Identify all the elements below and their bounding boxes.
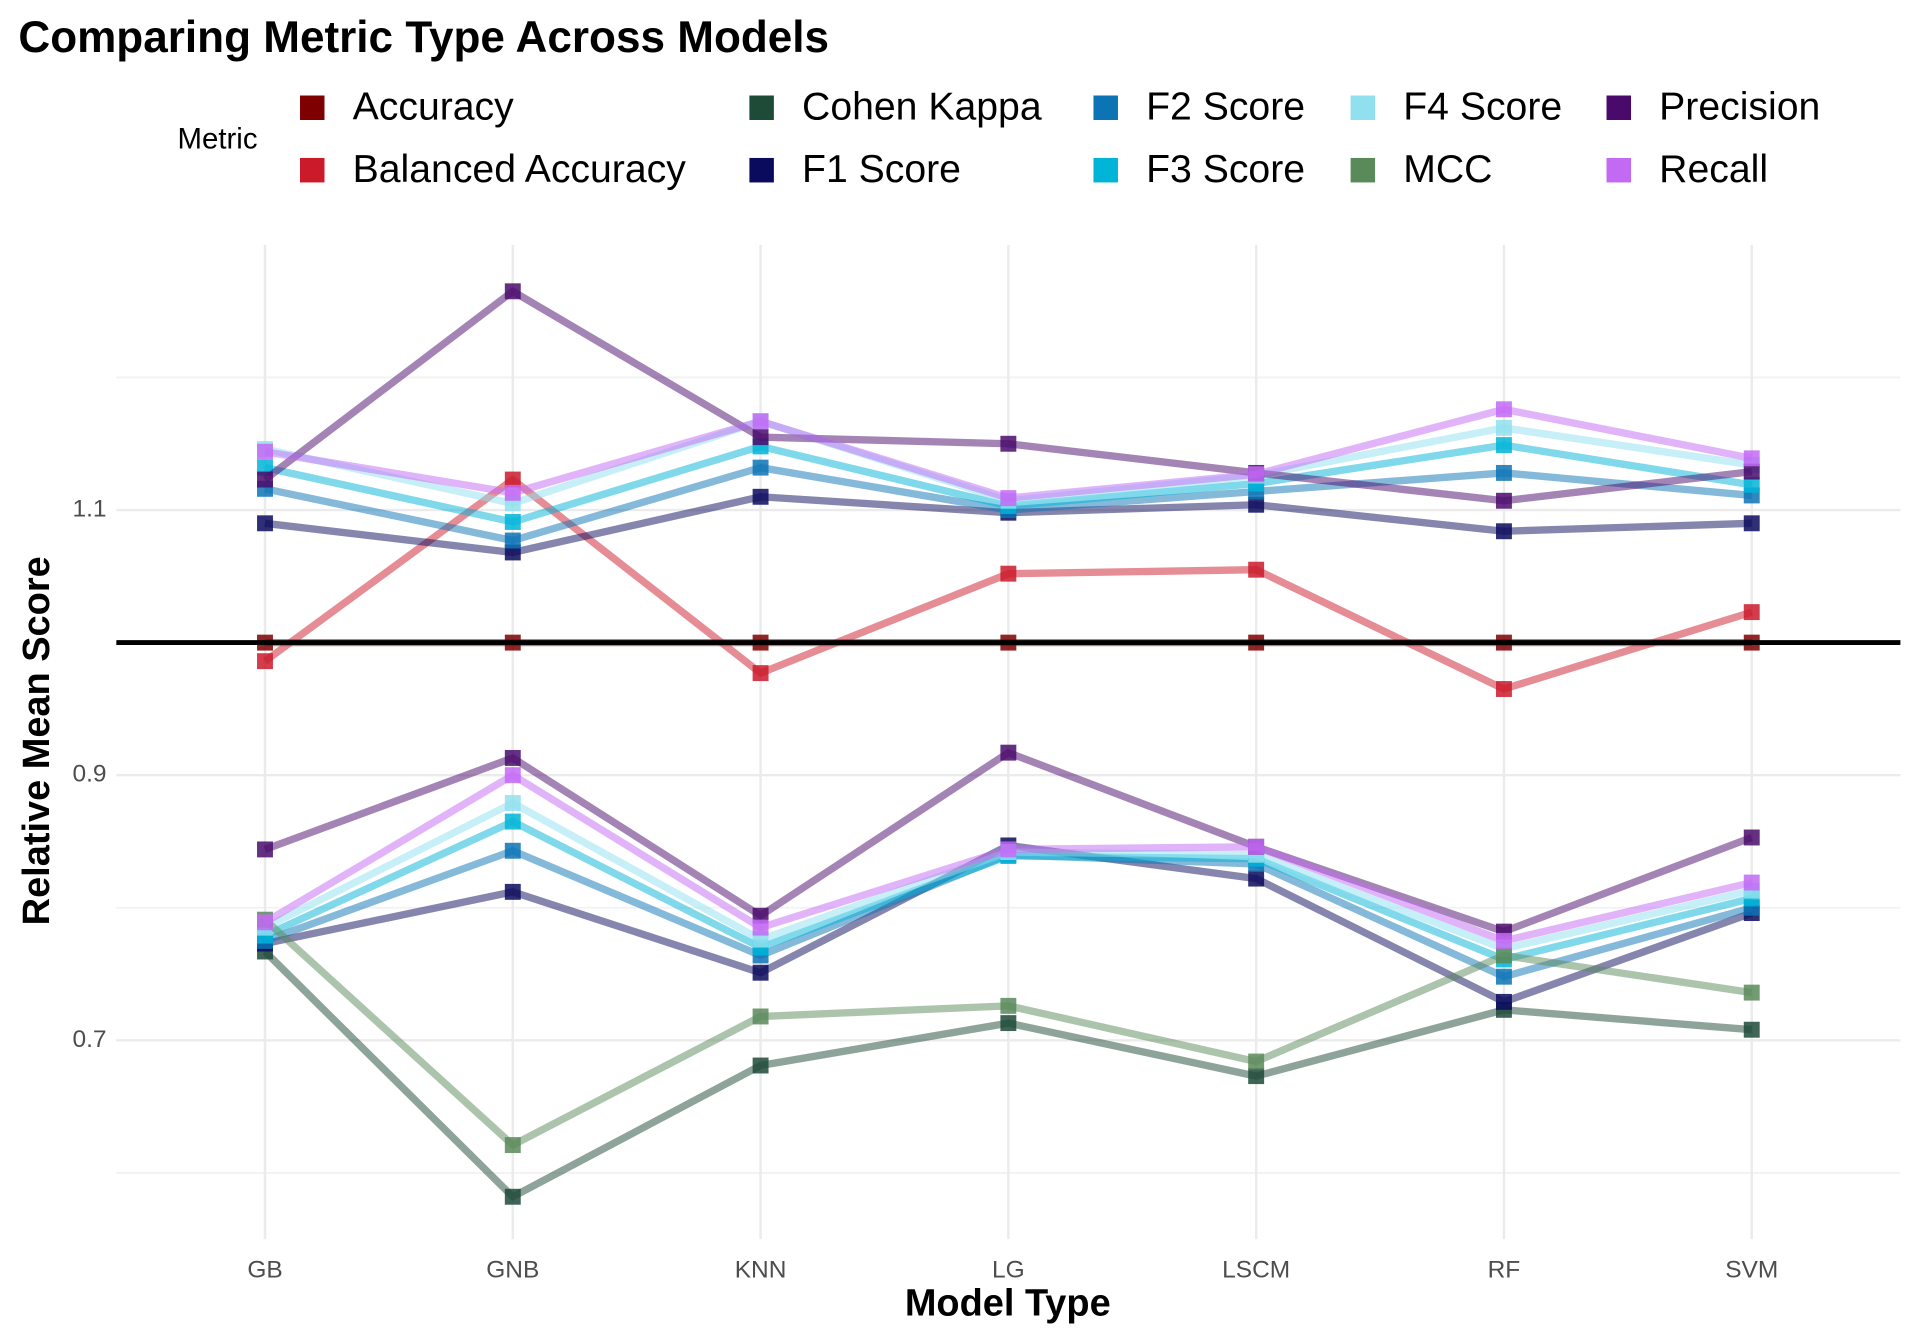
point bbox=[1000, 435, 1017, 452]
point bbox=[1743, 984, 1760, 1001]
x-tick-label: GNB bbox=[486, 1256, 539, 1283]
point bbox=[752, 964, 769, 981]
point bbox=[1495, 464, 1512, 481]
legend-label: Accuracy bbox=[353, 85, 515, 128]
legend-label: MCC bbox=[1403, 148, 1492, 191]
point bbox=[1495, 968, 1512, 985]
chart-title: Comparing Metric Type Across Models bbox=[18, 13, 829, 62]
point bbox=[1743, 874, 1760, 891]
legend-label: Precision bbox=[1659, 85, 1820, 128]
point bbox=[1248, 561, 1265, 578]
point bbox=[1495, 401, 1512, 418]
point bbox=[1248, 1053, 1265, 1070]
legend-swatch bbox=[300, 157, 325, 183]
point bbox=[1743, 476, 1760, 493]
point bbox=[257, 471, 273, 488]
point bbox=[1743, 604, 1760, 621]
point bbox=[1495, 437, 1512, 454]
point bbox=[1248, 838, 1265, 855]
x-tick-label: KNN bbox=[735, 1256, 787, 1283]
point bbox=[1248, 870, 1265, 887]
point bbox=[752, 488, 769, 505]
x-axis-label: Model Type bbox=[905, 1282, 1111, 1324]
point bbox=[504, 749, 521, 766]
point bbox=[504, 842, 521, 859]
point bbox=[752, 1008, 769, 1025]
point bbox=[257, 653, 273, 670]
legend-swatch bbox=[1350, 157, 1376, 183]
x-tick-label: SVM bbox=[1725, 1256, 1778, 1283]
point bbox=[504, 1137, 521, 1154]
point bbox=[1743, 450, 1760, 467]
y-axis-label: Relative Mean Score bbox=[16, 556, 58, 925]
point bbox=[1495, 947, 1512, 964]
legend-swatch bbox=[1606, 95, 1632, 121]
legend-swatch bbox=[1350, 95, 1376, 121]
legend-swatch bbox=[749, 157, 774, 183]
point bbox=[1743, 1021, 1760, 1038]
point bbox=[1495, 419, 1512, 436]
point bbox=[504, 813, 521, 830]
point bbox=[1248, 1068, 1265, 1085]
point bbox=[1000, 997, 1017, 1014]
x-tick-label: GB bbox=[247, 1256, 282, 1283]
point bbox=[752, 429, 769, 446]
point bbox=[1000, 565, 1017, 582]
point bbox=[1495, 932, 1512, 949]
point bbox=[1000, 490, 1017, 507]
point bbox=[752, 459, 769, 476]
point bbox=[257, 443, 273, 460]
point bbox=[1248, 496, 1265, 513]
point bbox=[1743, 829, 1760, 846]
legend-swatch bbox=[1093, 157, 1118, 183]
point bbox=[257, 515, 273, 532]
legend-label: Cohen Kappa bbox=[802, 85, 1042, 128]
point bbox=[1248, 466, 1265, 483]
legend-swatch bbox=[1093, 95, 1118, 121]
x-tick-label: RF bbox=[1488, 1256, 1521, 1283]
point bbox=[752, 919, 769, 936]
x-tick-label: LSCM bbox=[1222, 1256, 1290, 1283]
point bbox=[752, 1057, 769, 1074]
point bbox=[504, 484, 521, 501]
point bbox=[1000, 1015, 1017, 1032]
point bbox=[1495, 492, 1512, 509]
legend-label: F1 Score bbox=[802, 148, 961, 191]
point bbox=[504, 532, 521, 549]
point bbox=[752, 413, 769, 430]
point bbox=[1000, 841, 1017, 858]
legend-label: F4 Score bbox=[1403, 85, 1562, 128]
point bbox=[504, 514, 521, 530]
legend-swatch bbox=[300, 95, 325, 121]
legend-label: F2 Score bbox=[1146, 85, 1305, 128]
point bbox=[1495, 681, 1512, 697]
point bbox=[504, 767, 521, 784]
legend-swatch bbox=[749, 95, 774, 121]
legend-label: F3 Score bbox=[1146, 148, 1305, 191]
point bbox=[1743, 463, 1760, 480]
y-tick-label: 0.9 bbox=[73, 761, 107, 788]
point bbox=[504, 471, 521, 488]
point bbox=[1000, 744, 1017, 761]
point bbox=[1743, 515, 1760, 532]
point bbox=[504, 1188, 521, 1205]
point bbox=[752, 665, 769, 682]
legend-label: Recall bbox=[1659, 148, 1768, 191]
point bbox=[504, 283, 521, 300]
legend-label: Balanced Accuracy bbox=[353, 148, 687, 191]
point bbox=[504, 883, 521, 900]
point bbox=[504, 795, 521, 811]
point bbox=[257, 914, 273, 931]
legend-title: Metric bbox=[178, 123, 258, 156]
point bbox=[1495, 993, 1512, 1010]
y-tick-label: 0.7 bbox=[73, 1026, 107, 1053]
x-tick-label: LG bbox=[992, 1256, 1025, 1283]
point bbox=[1495, 523, 1512, 540]
y-tick-label: 1.1 bbox=[73, 496, 107, 523]
legend-swatch bbox=[1606, 157, 1632, 183]
point bbox=[257, 841, 273, 858]
